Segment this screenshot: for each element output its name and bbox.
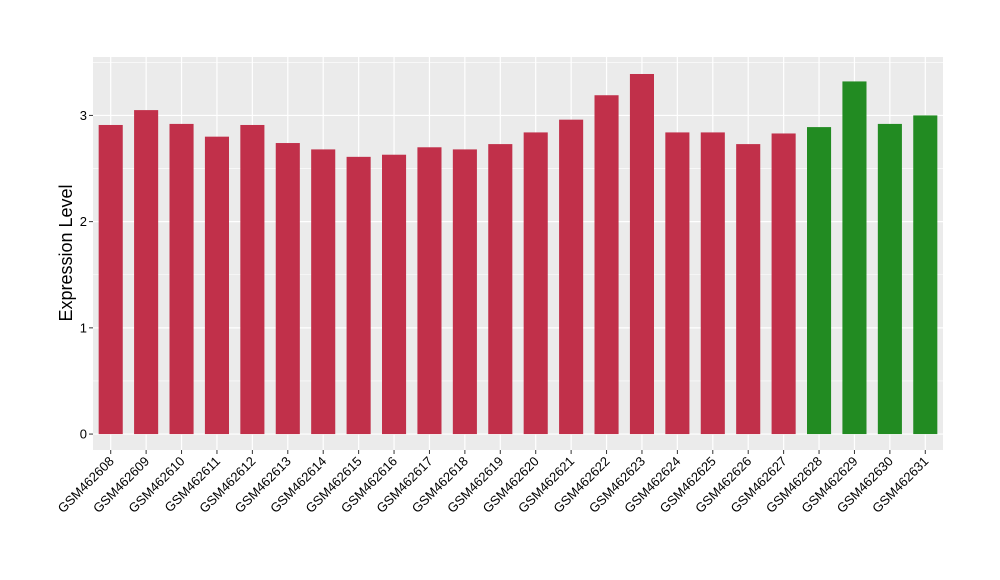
bar-GSM462617	[417, 147, 442, 435]
y-tick-label: 3	[80, 108, 87, 123]
y-axis-title: Expression Level	[56, 184, 76, 321]
y-axis: 0 1 2 3	[80, 108, 93, 442]
bar-GSM462615	[346, 156, 371, 435]
bar-GSM462621	[559, 119, 584, 435]
bar-GSM462609	[134, 110, 159, 435]
y-tick-label: 0	[80, 427, 87, 442]
bar-GSM462610	[169, 123, 194, 435]
bar-GSM462624	[665, 132, 690, 435]
bar-GSM462612	[240, 124, 265, 435]
bar-GSM462618	[452, 149, 477, 435]
bar-GSM462608	[98, 124, 123, 435]
y-tick-label: 2	[80, 214, 87, 229]
bar-GSM462629	[842, 81, 867, 435]
bar-GSM462630	[877, 123, 902, 435]
bar-GSM462619	[488, 144, 513, 435]
bar-GSM462616	[382, 154, 407, 435]
bar-GSM462631	[913, 115, 938, 435]
bar-GSM462627	[771, 133, 796, 435]
bar-GSM462614	[311, 149, 336, 435]
bar-GSM462613	[275, 143, 300, 435]
bar-GSM462628	[807, 127, 832, 435]
bar-GSM462620	[523, 132, 548, 435]
bar-GSM462625	[700, 132, 725, 435]
y-tick-label: 1	[80, 320, 87, 335]
bar-GSM462626	[736, 144, 761, 435]
bars	[98, 73, 938, 435]
bar-GSM462623	[629, 73, 654, 435]
bar-GSM462611	[204, 136, 229, 435]
plot-panel	[93, 57, 943, 450]
bar-GSM462622	[594, 95, 619, 435]
